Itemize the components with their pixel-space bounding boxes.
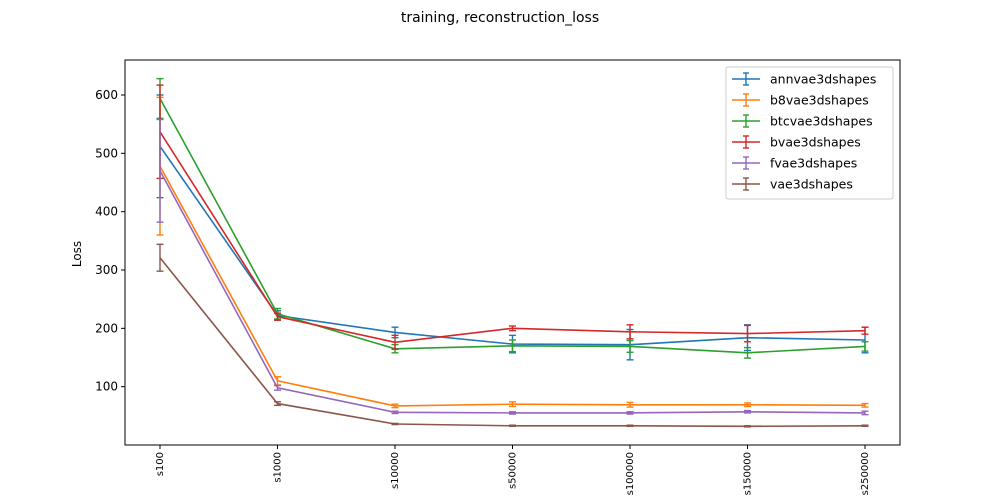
- x-tick-label: s100: [155, 452, 166, 476]
- error-bar: [509, 424, 516, 428]
- legend-item: vae3dshapes: [732, 177, 853, 192]
- error-bar: [861, 341, 869, 352]
- error-bar: [391, 403, 399, 409]
- error-bar: [391, 422, 399, 426]
- y-tick-label: 300: [95, 263, 118, 277]
- error-bar: [744, 409, 751, 414]
- legend-label: annvae3dshapes: [770, 72, 876, 87]
- legend: annvae3dshapes b8vae3dshapes btcvae3dshape…: [725, 66, 894, 200]
- y-tick-label: 400: [95, 205, 118, 219]
- x-tick-label: s50000: [508, 452, 519, 489]
- error-bar: [861, 402, 869, 408]
- legend-label: bvae3dshapes: [770, 135, 861, 150]
- x-tick-label: s250000: [860, 452, 871, 495]
- y-tick-label: 600: [95, 88, 118, 102]
- error-bar: [391, 334, 399, 351]
- chart-title: training, reconstruction_loss: [401, 10, 599, 26]
- series-fvae3dshapes: [156, 118, 869, 416]
- x-tick-label: s10000: [390, 452, 401, 489]
- error-bar: [274, 312, 281, 321]
- error-bar: [744, 324, 751, 343]
- legend-item: b8vae3dshapes: [732, 93, 869, 108]
- legend-label: vae3dshapes: [770, 177, 853, 192]
- error-bar: [744, 346, 751, 359]
- legend-label: b8vae3dshapes: [770, 93, 869, 108]
- legend-item: annvae3dshapes: [732, 72, 876, 87]
- error-bar: [509, 411, 516, 415]
- legend-box: [725, 66, 894, 200]
- error-bar: [274, 401, 281, 407]
- legend-item: bvae3dshapes: [732, 135, 861, 150]
- x-tick-label: s1000: [273, 452, 284, 483]
- series-line: [159, 165, 866, 407]
- y-tick-label: 200: [95, 321, 118, 335]
- error-bar: [861, 410, 869, 416]
- error-bar: [391, 410, 399, 415]
- error-bar: [509, 339, 516, 353]
- error-bar: [626, 339, 634, 353]
- plot-area: 100 200 300 400 500 600 s100 s1000 s10000 s50000 s…: [95, 59, 901, 495]
- error-bar: [509, 325, 516, 332]
- y-tick-label: 500: [95, 146, 118, 160]
- legend-item: btcvae3dshapes: [732, 114, 873, 129]
- legend-item: fvae3dshapes: [732, 156, 857, 171]
- x-tick-label: s150000: [743, 452, 754, 495]
- legend-label: fvae3dshapes: [770, 156, 857, 171]
- error-bar: [509, 401, 516, 408]
- error-bar: [274, 384, 281, 391]
- error-bar: [626, 411, 634, 415]
- y-tick-label: 100: [95, 380, 118, 394]
- error-bar: [744, 425, 751, 428]
- error-bar: [861, 424, 869, 428]
- error-bar: [156, 118, 164, 223]
- x-tick-label: s100000: [625, 452, 636, 495]
- error-bar: [626, 401, 634, 408]
- error-bar: [744, 402, 751, 408]
- legend-label: btcvae3dshapes: [770, 114, 873, 129]
- error-bar: [626, 424, 634, 428]
- series-vae3dshapes: [156, 243, 869, 428]
- error-bar: [861, 326, 869, 335]
- error-bar: [156, 243, 164, 272]
- y-axis-label: Loss: [70, 241, 84, 267]
- error-bar: [626, 324, 634, 340]
